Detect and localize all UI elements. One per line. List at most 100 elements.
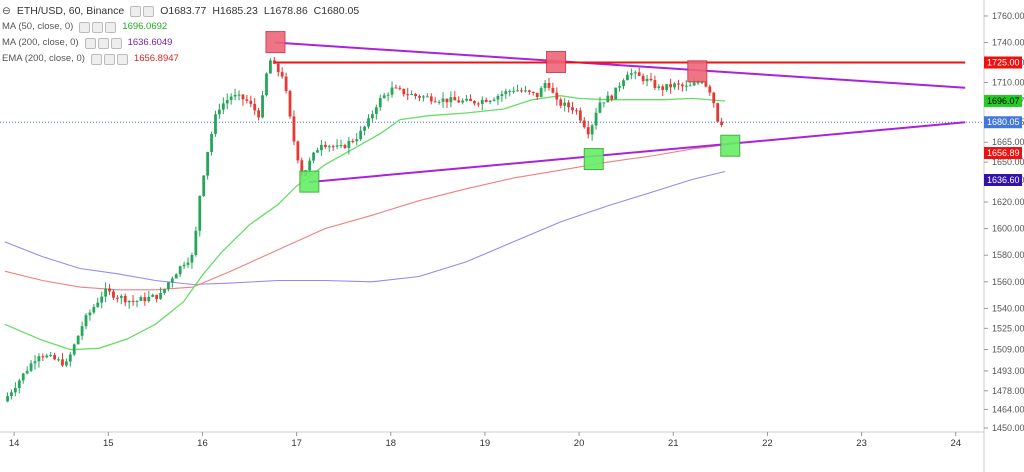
candle-body [582,120,586,128]
ma200-icons[interactable] [84,37,122,49]
close-icon[interactable] [110,37,122,49]
candle-body [425,96,429,98]
eye-icon[interactable] [90,53,102,65]
symbol-icons[interactable] [130,5,155,17]
candle-body [327,146,331,148]
candle-body [284,76,288,92]
candle-body [598,102,602,113]
chart-legend: ⊖ ETH/USD, 60, Binance O1683.77 H1685.23… [2,3,365,67]
x-tick-label: 20 [574,438,585,449]
candle-body [229,96,233,100]
legend-ma200[interactable]: MA (200, close, 0) 1636.6049 [2,35,365,51]
y-tick-label: 1509.00 [992,345,1024,355]
close-icon[interactable] [143,5,155,17]
candle-body [508,90,512,92]
candle-body [712,92,716,104]
candle-body [535,92,539,98]
candle-body [292,116,296,142]
candle-body [394,87,398,89]
candle-body [626,74,629,81]
x-tick-label: 18 [385,438,396,449]
settings-icon[interactable] [92,21,104,33]
close-icon[interactable] [116,53,128,65]
y-tick-label: 1760.00 [992,11,1024,21]
candle-body [661,86,665,90]
candle-body [308,160,312,171]
candle-body [37,356,41,362]
candle-body [119,295,123,298]
ohlc-low: L1678.86 [263,5,308,17]
settings-icon[interactable] [103,53,115,65]
candle-body [143,297,147,302]
candle-body [708,86,712,93]
candle-body [45,355,49,358]
candle-body [684,85,688,87]
candle-body [355,139,359,142]
candle-body [606,95,610,103]
candle-body [269,60,272,74]
settings-icon[interactable] [97,37,109,49]
eye-icon[interactable] [79,21,91,33]
ma200-line [4,170,726,286]
candle-body [445,98,449,103]
y-tick-label: 1450.00 [992,423,1024,433]
upper-trendline[interactable] [274,41,966,89]
candle-body [547,82,551,88]
price-tag-label: 1696.07 [987,96,1020,106]
candle-body [567,102,570,108]
candle-body [716,103,720,122]
price-tag-label: 1680.05 [987,117,1020,127]
ohlc-close: C1680.05 [313,5,360,17]
eye-icon[interactable] [84,37,96,49]
close-icon[interactable] [105,21,117,33]
candle-body [233,94,237,97]
candle-body [323,144,327,147]
price-tag [984,56,1022,69]
candle-body [476,103,480,105]
candle-body [359,130,363,140]
candle-body [61,359,64,366]
price-tag [984,173,1022,186]
candle-body [504,91,508,95]
lower-trendline[interactable] [308,121,966,184]
candle-body [68,354,72,362]
candle-body [84,315,88,327]
candle-body [512,90,516,92]
candle-body [700,82,704,84]
bottom-marker-1[interactable] [299,170,320,193]
y-tick-label: 1540.00 [992,303,1024,313]
candle-body [402,88,406,95]
top-marker-2[interactable] [546,50,567,73]
candle-body [335,145,339,147]
candle-body [367,118,370,127]
candle-body [469,98,472,102]
legend-toggle-icon[interactable]: ⊖ [2,5,11,17]
ma50-icons[interactable] [79,21,117,33]
legend-ema200[interactable]: EMA (200, close, 0) 1656.8947 [2,51,365,67]
candle-body [363,126,366,131]
candle-body [123,295,127,303]
bottom-marker-3[interactable] [720,134,741,157]
symbol-title: ETH/USD, 60, Binance [16,5,125,17]
y-tick-label: 1600.00 [992,224,1024,234]
top-marker-3[interactable] [687,60,708,83]
y-tick-label: 1525.00 [992,323,1024,333]
candle-body [465,98,468,101]
candle-body [680,84,684,87]
candle-body [551,87,555,93]
candle-body [96,302,100,307]
top-marker-1[interactable] [265,31,286,54]
candle-body [115,297,119,299]
bottom-marker-2[interactable] [583,148,604,171]
candle-body [602,102,606,104]
candle-body [492,99,496,101]
settings-icon[interactable] [130,5,142,17]
candle-body [296,141,300,161]
candle-body [80,326,84,336]
ema200-icons[interactable] [90,53,128,65]
candle-body [524,90,527,92]
candle-body [453,97,457,101]
legend-ma50[interactable]: MA (50, close, 0) 1696.0692 [2,19,365,35]
